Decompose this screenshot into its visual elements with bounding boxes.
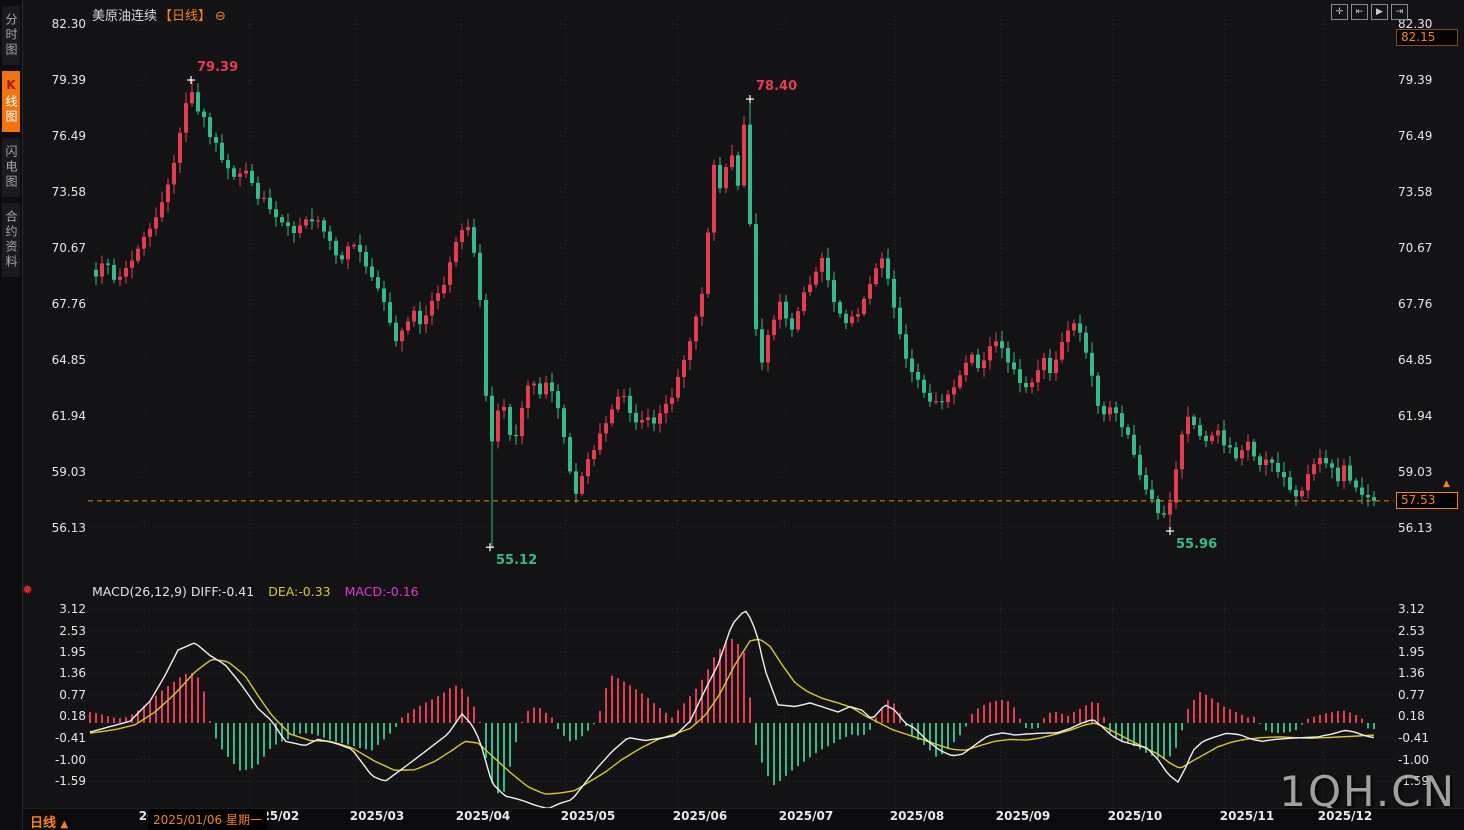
month-tick-label: 2025/06 [672, 809, 728, 823]
macd-histogram-layer [89, 638, 1375, 794]
chart-header: 美原油连续 【日线】 ⊖ [92, 5, 226, 24]
last-price-badge: 57.53 [1396, 492, 1458, 509]
sidebar-tab-kline[interactable]: K线图 [2, 71, 20, 132]
annotations-layer [187, 76, 1174, 552]
watermark: 1QH.CN [1279, 767, 1456, 816]
macd-indicator-header: MACD(26,12,9) DIFF:-0.41 DEA:-0.33 MACD:-0… [92, 584, 419, 599]
kline-k-char: K [4, 78, 18, 95]
chart-type-sidebar: 分时图 K线图 闪电图 合约资料 [0, 0, 23, 830]
chevron-up-icon: ▲ [60, 819, 69, 830]
auto-scroll-icon[interactable]: ▶ [1371, 4, 1388, 20]
month-tick-label: 2025/04 [455, 809, 511, 823]
month-tick-label: 2025/09 [995, 809, 1051, 823]
macd-dea-line [89, 638, 1375, 795]
macd-diff-label: MACD(26,12,9) DIFF:-0.41 [92, 584, 255, 599]
live-indicator-icon: ✹ [22, 583, 33, 598]
month-tick-label: 2025/07 [778, 809, 834, 823]
sidebar-tab-contract-info[interactable]: 合约资料 [2, 203, 20, 277]
zoom-range-left-icon[interactable]: ⇤ [1351, 4, 1368, 20]
highlighted-date-badge: 2025/01/06 星期一 [148, 809, 267, 830]
month-tick-label: 2025/12 [1317, 809, 1373, 823]
go-to-latest-icon[interactable]: ⇥ [1391, 4, 1408, 20]
symbol-title: 美原油连续 [92, 9, 158, 24]
month-tick-label: 2025/11 [1219, 809, 1275, 823]
chart-toolbar: ✛ ⇤ ▶ ⇥ [1331, 4, 1408, 20]
month-tick-label: 2025/05 [560, 809, 616, 823]
period-tag: 【日线】 [159, 9, 212, 24]
macd-diff-line [89, 610, 1375, 809]
period-text: 日线 [30, 816, 57, 830]
session-high-badge: 82.15 [1396, 29, 1458, 46]
macd-value-label: MACD:-0.16 [344, 584, 419, 599]
month-tick-label: 2025/08 [889, 809, 945, 823]
month-tick-label: 2025/10 [1107, 809, 1163, 823]
sidebar-tab-time-share[interactable]: 分时图 [2, 6, 20, 65]
kline-rest-chars: 线图 [4, 95, 18, 125]
collapse-icon[interactable]: ⊖ [215, 9, 226, 24]
period-selector[interactable]: 日线 ▲ [30, 812, 68, 830]
candles-layer [94, 80, 1376, 548]
macd-dea-label: DEA:-0.33 [268, 584, 331, 599]
crosshair-icon[interactable]: ✛ [1331, 4, 1348, 20]
sidebar-tab-lightning[interactable]: 闪电图 [2, 138, 20, 197]
month-tick-label: 2025/03 [349, 809, 405, 823]
last-price-arrow-icon: ▲ [1443, 479, 1450, 489]
time-axis: 日线 ▲ 2025/01/06 星期一 2025/012025/022025/0… [0, 808, 1464, 830]
